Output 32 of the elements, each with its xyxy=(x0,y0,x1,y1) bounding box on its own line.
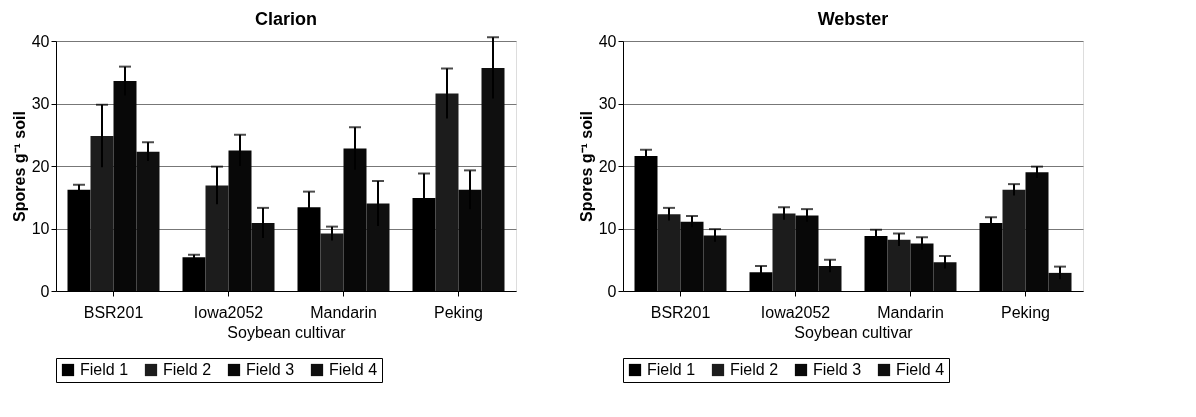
x-axis-title: Soybean cultivar xyxy=(794,323,914,341)
legend-label: Field 1 xyxy=(80,361,129,378)
legend-label: Field 1 xyxy=(647,361,696,378)
legend-label: Field 4 xyxy=(329,361,378,378)
x-tick-label: Peking xyxy=(1001,303,1050,321)
x-axis-title: Soybean cultivar xyxy=(227,323,347,341)
x-tick-label: Peking xyxy=(434,303,483,321)
y-tick-label: 0 xyxy=(607,282,617,300)
x-tick-label: BSR201 xyxy=(650,303,711,321)
y-tick-label: 30 xyxy=(31,95,50,112)
y-tick-label: 40 xyxy=(31,32,50,50)
y-tick-label: 20 xyxy=(598,157,617,175)
legend-label: Field 2 xyxy=(163,361,212,378)
chart-title: Webster xyxy=(817,9,889,29)
chart-title: Clarion xyxy=(254,9,318,29)
y-axis-title: Spores g⁻¹ soil xyxy=(577,111,595,222)
legend-label: Field 3 xyxy=(813,361,862,378)
x-tick-label: Mandarin xyxy=(310,303,377,321)
x-tick-label: Iowa2052 xyxy=(193,303,264,321)
y-tick-label: 0 xyxy=(40,282,50,300)
legend-label: Field 2 xyxy=(730,361,779,378)
y-tick-label: 30 xyxy=(598,95,617,112)
y-tick-label: 10 xyxy=(598,220,617,237)
y-axis-title: Spores g⁻¹ soil xyxy=(10,111,28,222)
y-tick-label: 40 xyxy=(598,32,617,50)
x-tick-label: Mandarin xyxy=(877,303,944,321)
legend-label: Field 4 xyxy=(896,361,945,378)
y-tick-label: 20 xyxy=(31,157,50,175)
y-tick-label: 10 xyxy=(31,220,50,237)
x-tick-label: Iowa2052 xyxy=(760,303,831,321)
x-tick-label: BSR201 xyxy=(83,303,144,321)
legend-label: Field 3 xyxy=(246,361,295,378)
